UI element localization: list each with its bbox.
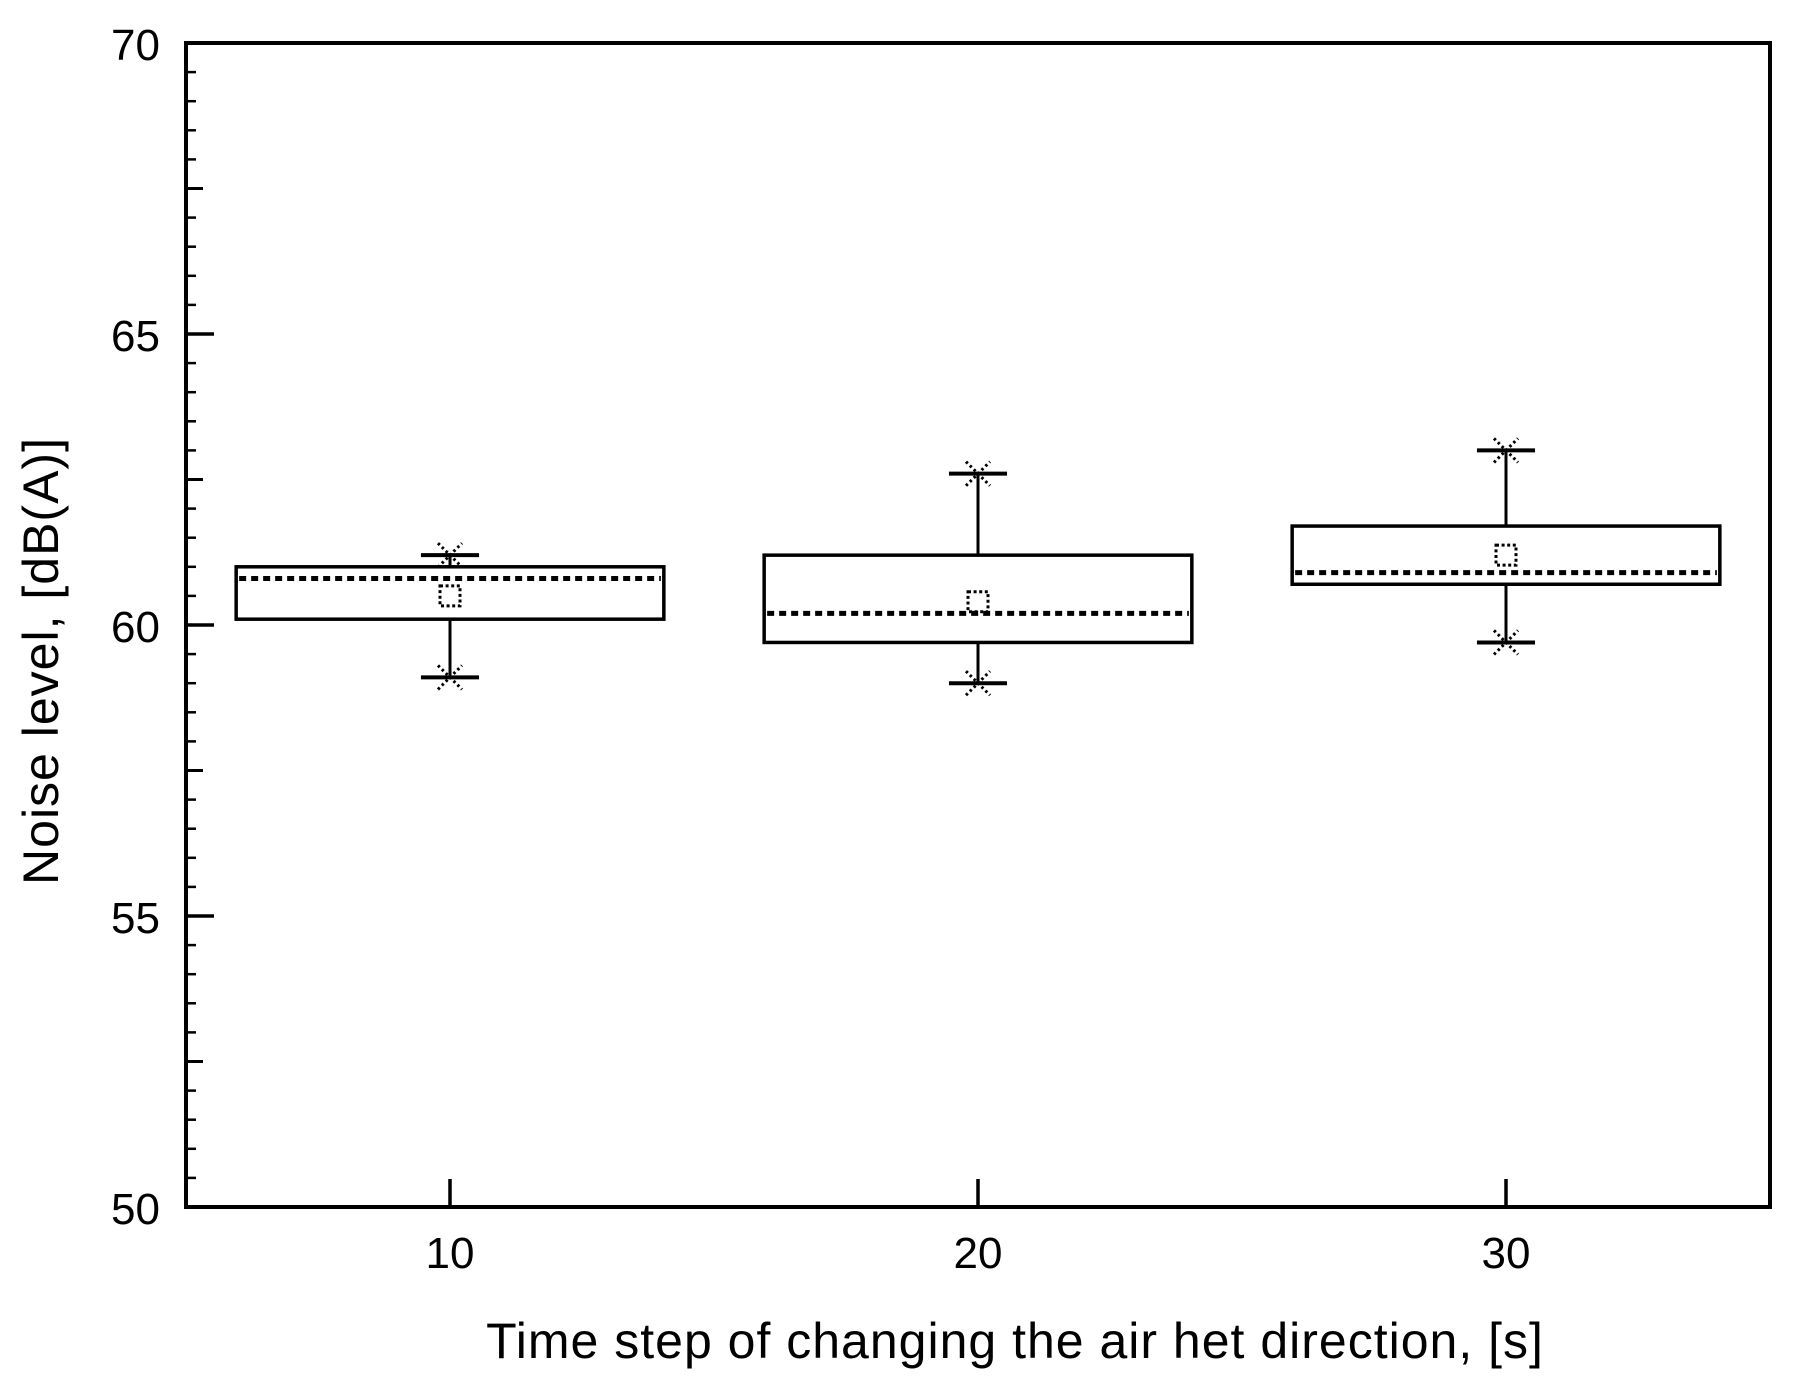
x-tick-label: 20 <box>954 1229 1003 1278</box>
mean-marker <box>966 590 990 614</box>
mean-marker <box>1494 543 1518 567</box>
y-tick-label: 60 <box>111 603 160 652</box>
whisker-x-mark-top <box>964 460 992 487</box>
x-axis-title: Time step of changing the air het direct… <box>486 1313 1544 1369</box>
whisker-x-mark-top <box>1492 437 1520 464</box>
box-iqr <box>234 565 666 621</box>
y-axis-title: Noise level, [dB(A)] <box>13 437 69 885</box>
plot-frame-layer <box>184 41 1772 1209</box>
x-tick-label: 30 <box>1482 1229 1531 1278</box>
axis-ticks-layer: 50 55 60 65 70 10 20 30 <box>111 21 1530 1278</box>
whisker-x-mark-bottom <box>1492 629 1520 656</box>
plot-frame <box>184 41 1772 1209</box>
y-tick-label: 55 <box>111 894 160 943</box>
box-marks-layer <box>234 437 1722 697</box>
y-tick-label: 70 <box>111 21 160 70</box>
box-iqr <box>1290 524 1722 587</box>
x-tick-label: 10 <box>426 1229 475 1278</box>
whisker-x-mark-bottom <box>436 664 464 691</box>
y-tick-label: 65 <box>111 312 160 361</box>
whisker-x-mark-top <box>436 542 464 569</box>
mean-marker <box>438 584 462 608</box>
y-tick-label: 50 <box>111 1185 160 1234</box>
whisker-x-mark-bottom <box>964 670 992 697</box>
box-iqr <box>762 553 1194 645</box>
